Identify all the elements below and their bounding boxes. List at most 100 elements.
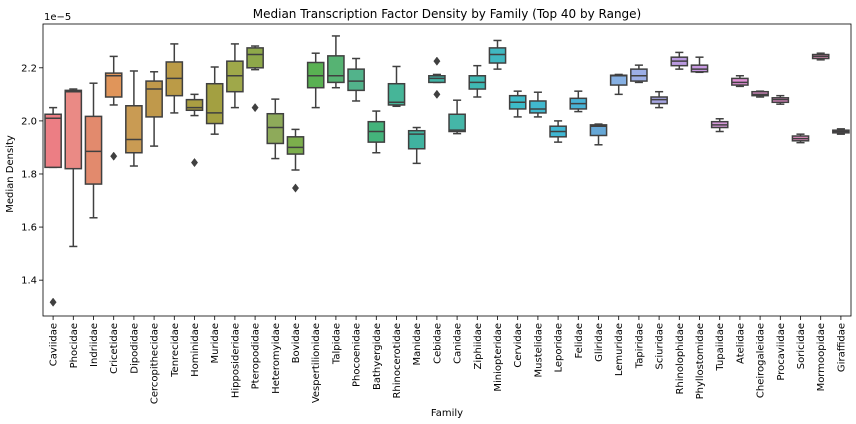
box-phyllostomidae bbox=[690, 56, 709, 74]
box-phocoenidae bbox=[347, 57, 365, 102]
box-leporidae bbox=[549, 120, 567, 143]
box-bovidae bbox=[286, 128, 305, 193]
iqr-box-hominidae bbox=[185, 98, 204, 112]
x-tick-label-giraffidae: Giraffidae bbox=[836, 323, 847, 372]
x-tick-label-mustelidae: Mustelidae bbox=[533, 323, 544, 377]
x-tick-label-muridae: Muridae bbox=[210, 323, 221, 363]
iqr-box-talpidae bbox=[327, 55, 345, 84]
plot-frame bbox=[42, 23, 852, 317]
x-axis-label: Family bbox=[431, 408, 463, 419]
iqr-box-caviidae bbox=[44, 113, 62, 169]
iqr-box-gliridae bbox=[589, 124, 608, 137]
iqr-box-muridae bbox=[205, 82, 224, 125]
y-tick-label-1: 1.6 bbox=[21, 223, 37, 234]
box-procaviidae bbox=[771, 94, 790, 105]
x-tick-label-gliridae: Gliridae bbox=[594, 323, 605, 362]
box-pteropodidae bbox=[246, 45, 264, 113]
outlier-bovidae-0 bbox=[291, 183, 300, 193]
x-tick-label-procaviidae: Procaviidae bbox=[776, 323, 787, 381]
box-vespertilionidae bbox=[306, 52, 325, 109]
x-tick-label-pteropodidae: Pteropodidae bbox=[251, 323, 262, 389]
plot-area bbox=[44, 35, 850, 307]
iqr-box-canidae bbox=[448, 113, 466, 133]
box-cercopithecidae bbox=[145, 71, 163, 147]
box-sciuridae bbox=[650, 90, 668, 109]
x-tick-label-lemuridae: Lemuridae bbox=[614, 323, 625, 376]
iqr-box-mustelidae bbox=[529, 100, 547, 114]
x-tick-label-indriidae: Indriidae bbox=[89, 323, 100, 367]
iqr-box-miniopteridae bbox=[488, 47, 507, 64]
box-mormoopidae bbox=[811, 52, 830, 61]
box-cheirogaleidae bbox=[751, 90, 769, 98]
iqr-box-phocoenidae bbox=[347, 68, 365, 92]
x-tick-label-felidae: Felidae bbox=[574, 323, 585, 359]
box-rhinolophidae bbox=[670, 51, 689, 70]
x-tick-label-vespertilionidae: Vespertilionidae bbox=[311, 323, 322, 403]
box-tapiridae bbox=[630, 64, 648, 84]
chart-title: Median Transcription Factor Density by F… bbox=[253, 7, 641, 21]
x-tick-label-bovidae: Bovidae bbox=[291, 323, 302, 363]
y-axis-scale-label: 1e−5 bbox=[44, 12, 71, 23]
x-tick-label-ziphiidae: Ziphiidae bbox=[473, 323, 484, 370]
box-ziphiidae bbox=[468, 64, 487, 98]
y-tick-label-2: 1.8 bbox=[21, 169, 37, 180]
box-miniopteridae bbox=[488, 39, 507, 70]
box-caviidae bbox=[44, 106, 62, 307]
iqr-box-indriidae bbox=[84, 115, 103, 185]
x-tick-label-caviidae: Caviidae bbox=[49, 323, 60, 366]
y-tick-label-4: 2.2 bbox=[21, 63, 37, 74]
iqr-box-heteromyidae bbox=[266, 112, 285, 145]
box-tupaiidae bbox=[710, 118, 729, 133]
x-tick-label-heteromyidae: Heteromyidae bbox=[271, 323, 282, 394]
box-hominidae bbox=[185, 93, 204, 168]
box-lemuridae bbox=[609, 73, 628, 96]
box-manidae bbox=[407, 126, 426, 165]
iqr-box-dipodidae bbox=[125, 105, 143, 154]
box-tenrecidae bbox=[165, 43, 184, 114]
x-tick-label-phocidae: Phocidae bbox=[69, 323, 80, 368]
x-tick-label-soricidae: Soricidae bbox=[796, 323, 807, 369]
box-gliridae bbox=[589, 123, 608, 146]
iqr-box-pteropodidae bbox=[246, 47, 264, 69]
x-tick-label-atelidae: Atelidae bbox=[735, 323, 746, 364]
x-tick-label-phocoenidae: Phocoenidae bbox=[352, 323, 363, 387]
iqr-box-bovidae bbox=[286, 136, 305, 155]
x-tick-label-talpidae: Talpidae bbox=[331, 323, 342, 365]
box-mustelidae bbox=[529, 91, 547, 118]
box-hipposideridae bbox=[226, 43, 244, 109]
box-soricidae bbox=[791, 133, 810, 144]
iqr-box-phocidae bbox=[64, 89, 83, 170]
y-axis-label: Median Density bbox=[5, 135, 16, 213]
box-phocidae bbox=[64, 88, 83, 248]
box-cebidae bbox=[428, 56, 446, 99]
box-cervidae bbox=[508, 90, 527, 118]
x-tick-label-leporidae: Leporidae bbox=[554, 323, 565, 373]
outlier-pteropodidae-0 bbox=[251, 103, 259, 113]
outlier-cricetidae-0 bbox=[110, 151, 118, 161]
outlier-cebidae-1 bbox=[433, 89, 441, 99]
box-atelidae bbox=[731, 75, 749, 88]
box-felidae bbox=[569, 90, 588, 113]
x-tick-label-tenrecidae: Tenrecidae bbox=[170, 323, 181, 378]
box-talpidae bbox=[327, 35, 345, 89]
iqr-box-cercopithecidae bbox=[145, 80, 163, 118]
x-tick-label-cercopithecidae: Cercopithecidae bbox=[150, 323, 161, 404]
x-tick-label-cheirogaleidae: Cheirogaleidae bbox=[756, 323, 767, 398]
outlier-hominidae-0 bbox=[190, 157, 199, 168]
x-tick-label-mormoopidae: Mormoopidae bbox=[816, 323, 827, 391]
x-tick-label-cebidae: Cebidae bbox=[432, 323, 443, 364]
box-cricetidae bbox=[104, 55, 123, 161]
box-heteromyidae bbox=[266, 98, 285, 160]
iqr-box-rhinocerotidae bbox=[387, 82, 406, 106]
box-indriidae bbox=[84, 82, 103, 219]
x-tick-label-bathyergidae: Bathyergidae bbox=[372, 323, 383, 390]
x-tick-label-rhinolophidae: Rhinolophidae bbox=[675, 323, 686, 395]
x-tick-label-tapiridae: Tapiridae bbox=[634, 323, 645, 369]
box-dipodidae bbox=[125, 70, 143, 167]
x-tick-label-sciuridae: Sciuridae bbox=[655, 323, 666, 369]
y-tick-label-3: 2.0 bbox=[21, 116, 37, 127]
x-tick-label-dipodidae: Dipodidae bbox=[129, 323, 140, 374]
x-tick-label-miniopteridae: Miniopteridae bbox=[493, 323, 504, 392]
y-tick-label-0: 1.4 bbox=[21, 276, 37, 287]
